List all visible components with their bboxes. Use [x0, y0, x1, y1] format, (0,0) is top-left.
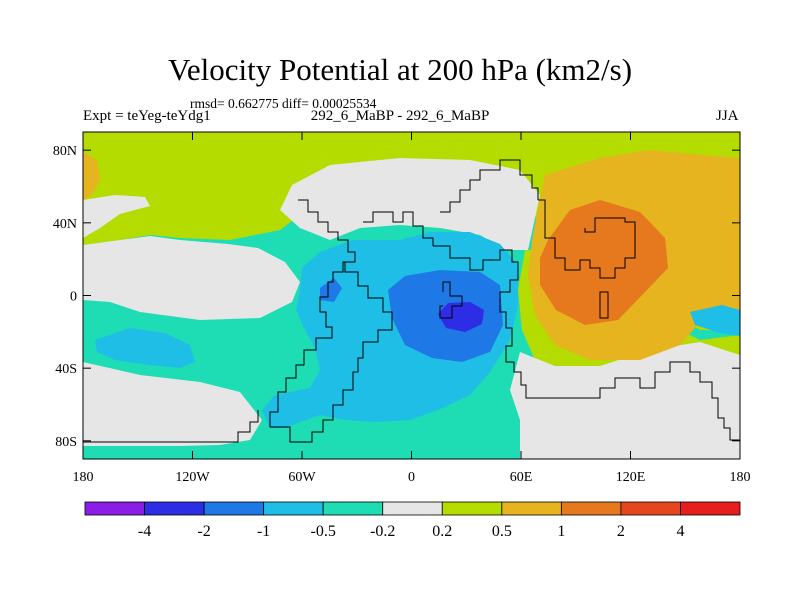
band-neg2-southamerica: [320, 278, 342, 302]
x-axis: 180 120W 60W 0 60E 120E 180: [73, 132, 751, 485]
band-neg4-core: [438, 302, 484, 332]
colorbar-swatch: [322, 501, 384, 516]
coastline-north-america: [363, 211, 434, 246]
contour-fill: [83, 132, 740, 459]
colorbar-swatch: [203, 501, 265, 516]
colorbar-swatch: [84, 501, 145, 516]
stats-label: rmsd= 0.662775 diff= 0.00025534: [190, 96, 377, 111]
colorbar-swatch: [680, 501, 741, 516]
colorbar-label: 4: [676, 523, 684, 540]
x-tick-label: 120E: [616, 470, 646, 485]
coastline-greenland: [440, 159, 539, 213]
colorbar-label: 0.5: [492, 523, 512, 540]
x-tick-label: 60W: [288, 470, 316, 485]
band-pos1-asia: [540, 200, 668, 325]
band-zero-southwest: [83, 362, 262, 446]
x-tick-label: 180: [730, 470, 751, 485]
colorbar-swatch: [382, 501, 443, 516]
y-axis: 80N 40N 0 40S 80S: [53, 144, 740, 450]
y-tick-label: 80S: [55, 435, 77, 450]
band-zero-southeast: [510, 342, 740, 459]
coastline-africa: [433, 245, 680, 399]
coastline-antarctica: [83, 410, 259, 443]
colorbar-swatch: [263, 501, 324, 516]
season-label: JJA: [716, 108, 739, 124]
coastline-south-atlantic: [439, 281, 463, 319]
colorbar-swatch: [144, 501, 205, 516]
y-tick-label: 40S: [55, 362, 77, 377]
colorbar-label: -2: [197, 523, 210, 540]
band-zero-westpacific: [83, 236, 300, 320]
band-neg1-southeast: [690, 305, 740, 336]
colorbar-label: 1: [557, 523, 565, 540]
colorbar-swatch: [620, 501, 681, 516]
band-zero-northpacific: [83, 195, 150, 238]
coastline-americas: [269, 199, 393, 443]
colorbar-label: -1: [257, 523, 270, 540]
map-title: Velocity Potential at 200 hPa (km2/s): [167, 52, 633, 87]
y-tick-label: 0: [70, 290, 77, 305]
colorbar-label: -0.5: [311, 523, 336, 540]
coastline-australia: [680, 361, 740, 441]
colorbar-swatch: [560, 501, 622, 516]
y-tick-label: 80N: [53, 144, 77, 159]
x-tick-label: 180: [73, 470, 94, 485]
y-tick-label: 40N: [53, 217, 77, 232]
coastlines: [83, 159, 740, 443]
coastline-indian-island: [599, 291, 609, 319]
x-tick-label: 0: [408, 470, 415, 485]
x-tick-label: 120W: [175, 470, 210, 485]
x-tick-label: 60E: [510, 470, 533, 485]
comparison-label: 292_6_MaBP - 292_6_MaBP: [310, 108, 490, 124]
colorbar-label: -4: [138, 523, 151, 540]
colorbar-label: 0.2: [432, 523, 452, 540]
colorbar-label: 2: [617, 523, 625, 540]
colorbar-swatch: [441, 501, 503, 516]
colorbar: -4 -2 -1 -0.5 -0.2 0.2 0.5 1 2 4: [84, 501, 741, 540]
colorbar-label: -0.2: [370, 523, 395, 540]
band-neg1-southpacific: [95, 328, 195, 368]
band-pos05-arctic: [83, 152, 100, 200]
colorbar-swatch: [501, 501, 562, 516]
experiment-label: Expt = teYeg-teYdg1: [83, 108, 211, 124]
coastline-eurasia: [538, 199, 636, 279]
band-zero-northcentral: [280, 158, 540, 250]
